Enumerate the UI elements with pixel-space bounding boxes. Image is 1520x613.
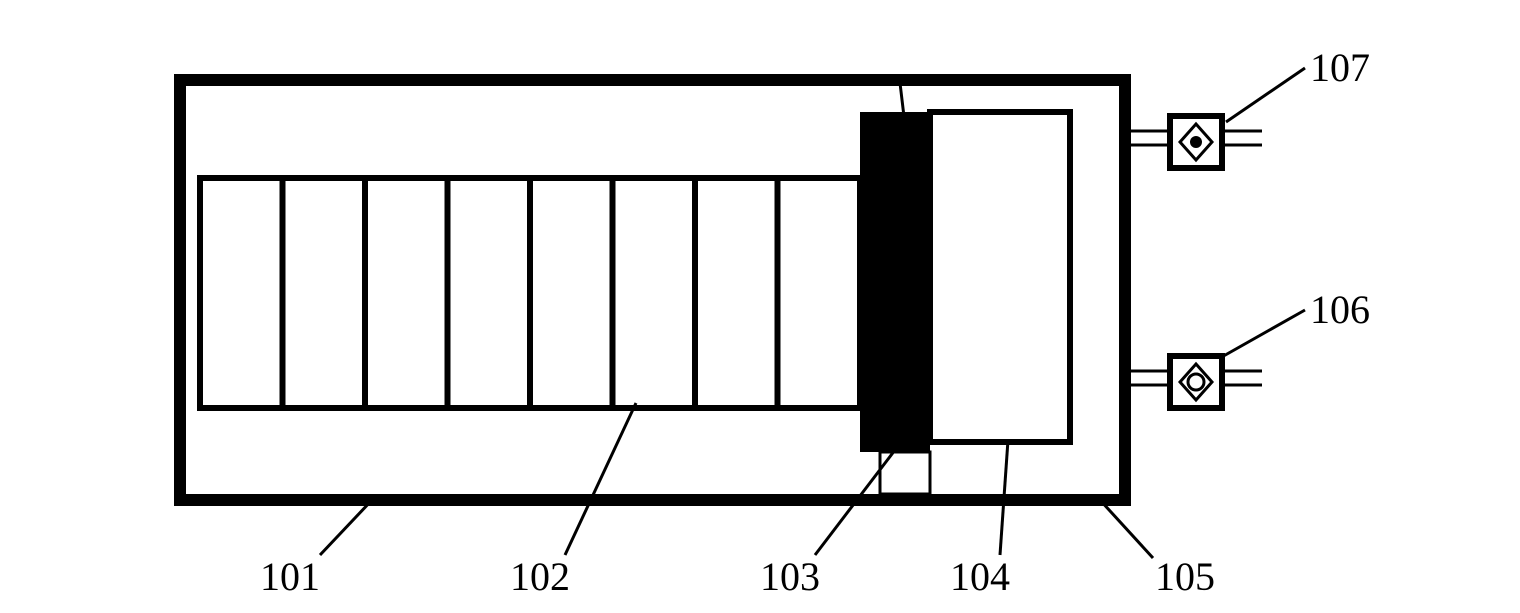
label-106: 106 [1310, 287, 1370, 332]
valve-top-dot-icon [1190, 136, 1202, 148]
valve-bot-diamond-icon [1180, 364, 1212, 400]
valve-bot-circle-icon [1188, 374, 1204, 390]
label-107: 107 [1310, 45, 1370, 90]
label-107-leader [1226, 68, 1305, 122]
label-105: 105 [1155, 554, 1215, 599]
label-105-leader [1100, 500, 1153, 558]
label-101: 101 [260, 554, 320, 599]
label-104: 104 [950, 554, 1010, 599]
label-103: 103 [760, 554, 820, 599]
outer-housing [180, 80, 1125, 500]
label-102-leader [565, 403, 636, 555]
inner-panel [930, 112, 1070, 442]
label-102: 102 [510, 554, 570, 599]
label-101-leader [320, 500, 372, 555]
label-106-leader [1220, 310, 1305, 358]
